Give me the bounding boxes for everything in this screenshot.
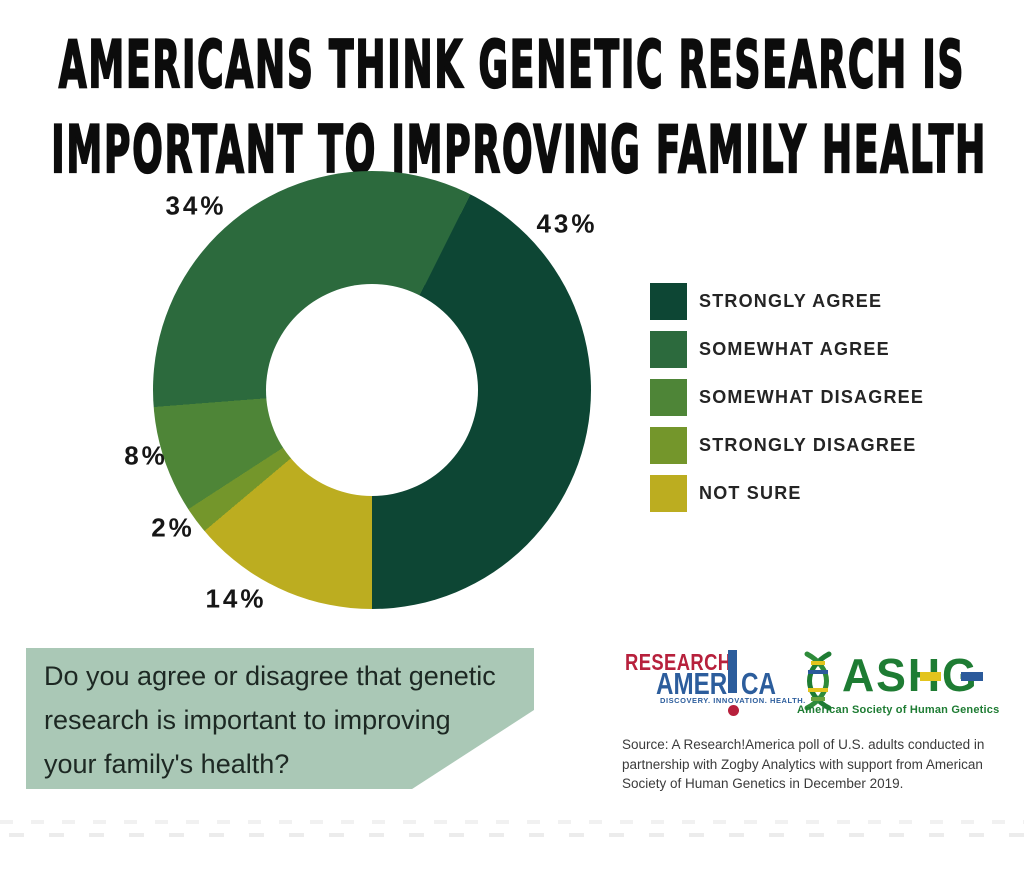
research-america-tagline: DISCOVERY. INNOVATION. HEALTH.: [660, 696, 806, 705]
title-line-1: AMERICANS THINK GENETIC RESEARCH IS: [58, 28, 966, 105]
slice-label-not-sure: 14%: [205, 583, 267, 614]
legend-swatch-somewhat-agree: [650, 331, 687, 368]
slice-label-somewhat-agree: 34%: [165, 190, 227, 221]
research-america-word-ca: CA: [741, 666, 776, 701]
legend-swatch-not-sure: [650, 475, 687, 512]
page-title: AMERICANS THINK GENETIC RESEARCH IS IMPO…: [0, 24, 1024, 190]
question-text: Do you agree or disagree that genetic re…: [44, 661, 496, 779]
research-america-logo: RESEARCH AMER CA DISCOVERY. INNOVATION. …: [623, 645, 806, 727]
legend-item: SOMEWHAT AGREE: [650, 331, 924, 368]
torn-edge-artifact: [0, 820, 1024, 824]
slice-label-strongly-disagree: 2%: [151, 512, 195, 543]
legend-item: NOT SURE: [650, 475, 924, 512]
dna-helix-icon: [804, 651, 832, 711]
legend-label: SOMEWHAT DISAGREE: [699, 387, 925, 407]
research-america-word-amer: AMER: [656, 666, 728, 701]
ashg-blue-bar: [961, 672, 983, 681]
legend-item: STRONGLY AGREE: [650, 283, 924, 320]
donut-hole: [266, 284, 478, 496]
exclamation-bar-icon: [728, 650, 737, 693]
title-line-2: IMPORTANT TO IMPROVING FAMILY HEALTH: [51, 113, 988, 190]
slice-label-somewhat-disagree: 8%: [124, 440, 168, 471]
legend-label: STRONGLY AGREE: [699, 291, 883, 311]
ashg-yellow-bar: [920, 672, 941, 681]
legend-item: SOMEWHAT DISAGREE: [650, 379, 924, 416]
legend-label: NOT SURE: [699, 483, 802, 503]
ashg-acronym: ASHG: [842, 649, 979, 701]
legend-swatch-somewhat-disagree: [650, 379, 687, 416]
donut-chart: [153, 171, 591, 609]
source-text: Source: A Research!America poll of U.S. …: [622, 737, 985, 791]
ashg-logo: ASHG American Society of Human Genetics: [795, 648, 1015, 718]
legend-label: SOMEWHAT AGREE: [699, 339, 890, 359]
ashg-full-name: American Society of Human Genetics: [797, 704, 1000, 716]
legend-item: STRONGLY DISAGREE: [650, 427, 924, 464]
chart-legend: STRONGLY AGREE SOMEWHAT AGREE SOMEWHAT D…: [650, 283, 924, 512]
legend-swatch-strongly-agree: [650, 283, 687, 320]
research-america-word-research: RESEARCH: [625, 649, 732, 675]
legend-label: STRONGLY DISAGREE: [699, 435, 917, 455]
legend-swatch-strongly-disagree: [650, 427, 687, 464]
exclamation-dot-icon: [728, 705, 739, 716]
question-box: Do you agree or disagree that genetic re…: [26, 648, 534, 789]
torn-edge-artifact: [0, 833, 1024, 837]
slice-label-strongly-agree: 43%: [536, 208, 598, 239]
